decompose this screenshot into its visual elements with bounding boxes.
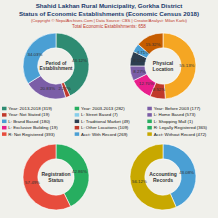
legend-item: Year: 2013-2018 (319): [2, 106, 53, 111]
data-label: 12.70%: [139, 81, 154, 86]
legend-label: L: Traditional Market (49): [81, 119, 130, 124]
center-label: RegistrationStatus: [41, 171, 70, 183]
legend-label: L: Street Based (7): [81, 112, 118, 117]
data-label: 57.49%: [25, 180, 40, 185]
data-label: 20.83%: [40, 86, 55, 91]
legend-swatch: [2, 107, 7, 111]
legend-label: L: Brand Based (180): [8, 119, 50, 124]
legend-item: Acct: With Record (269): [75, 132, 128, 137]
legend-item: L: Shopping Mall (1): [147, 119, 193, 124]
legend-label: Acct: Without Record (472): [154, 132, 207, 137]
data-label: 43.12%: [72, 58, 87, 63]
subtitle: Total Economic Establishments: 658: [72, 24, 146, 29]
slice: [23, 144, 71, 210]
legend-item: Acct: Without Record (472): [147, 132, 207, 137]
legend-swatch: [75, 107, 80, 111]
legend-swatch: [147, 113, 152, 117]
title: Status of Economic Establishments (Econo…: [19, 10, 199, 17]
donut-chart: 43.12% 2.27%20.83% 34.03% Period ofEstablis…: [23, 33, 89, 99]
legend-item: L: Street Based (7): [75, 112, 119, 117]
legend-item: Year: Before 2003 (177): [147, 106, 201, 111]
donut-chart: 55.13% 8.52%12.70% 8.27% 8.12% 4.71% 15.32% Ph…: [130, 33, 196, 99]
legend-label: L: Other Locations (109): [81, 125, 129, 130]
legend-swatch: [2, 113, 7, 117]
legend-label: L: Exclusive Building (19): [8, 125, 58, 130]
center-label: AccountingRecords: [149, 171, 177, 183]
data-label: 4.71%: [137, 50, 150, 55]
data-label: 8.12%: [133, 58, 146, 63]
data-label: 56.12%: [132, 179, 147, 184]
legend-label: Year: 2003-2013 (282): [81, 106, 125, 111]
background: [0, 0, 218, 218]
legend-swatch: [2, 126, 7, 130]
legend-swatch: [147, 126, 152, 130]
legend-label: Year: 2013-2018 (319): [8, 106, 52, 111]
legend-item: L: Exclusive Building (19): [2, 125, 58, 130]
legend-label: Year: Not Stated (19): [8, 112, 50, 117]
legend-label: Acct: With Record (269): [81, 132, 128, 137]
data-label: 8.52%: [153, 87, 166, 92]
legend-item: L: Other Locations (109): [75, 125, 129, 130]
chart-root: Shahid Lakhan Rural Municipality, Gorkha…: [0, 0, 218, 218]
legend-swatch: [75, 120, 80, 124]
legend-item: L: Home Based (573): [147, 112, 196, 117]
data-label: 42.86%: [72, 169, 87, 174]
legend-item: R: Not Registered (393): [2, 132, 55, 137]
title: Shahid Lakhan Rural Municipality, Gorkha…: [36, 2, 183, 9]
legend-swatch: [75, 132, 80, 136]
slice: [130, 66, 147, 81]
data-label: 8.27%: [133, 69, 146, 74]
legend-item: Year: Not Stated (19): [2, 112, 50, 117]
data-label: 34.03%: [27, 52, 42, 57]
legend-label: L: Shopping Mall (1): [154, 119, 194, 124]
donut-chart: 43.08% 56.12%AccountingRecords: [130, 144, 196, 210]
legend-swatch: [2, 120, 7, 124]
legend-swatch: [75, 126, 80, 130]
legend-label: R: Not Registered (393): [8, 132, 55, 137]
slice: [130, 144, 176, 210]
legend-item: R: Legally Registered (365): [147, 125, 207, 130]
legend-label: R: Legally Registered (365): [154, 125, 208, 130]
subtitle: (Copyright © NepalArchives.Com | Data So…: [31, 18, 188, 23]
data-label: 43.08%: [179, 170, 194, 175]
data-label: 55.13%: [180, 63, 195, 68]
legend-swatch: [147, 132, 152, 136]
data-label: 15.32%: [146, 42, 161, 47]
slice: [23, 33, 56, 84]
legend-label: L: Home Based (573): [154, 112, 196, 117]
data-label: 2.27%: [58, 86, 71, 91]
donut-chart: 42.86% 57.49%RegistrationStatus: [23, 144, 89, 210]
legend-swatch: [147, 120, 152, 124]
legend-swatch: [147, 107, 152, 111]
center-label: Period ofEstablishment: [40, 61, 73, 72]
center-label: PhysicalLocation: [153, 60, 174, 72]
legend-item: L: Brand Based (180): [2, 119, 51, 124]
legend-swatch: [75, 113, 80, 117]
legend: Year: 2013-2018 (319) Year: 2003-2013 (28…: [2, 106, 208, 137]
legend-item: Year: 2003-2013 (282): [75, 106, 126, 111]
legend-item: L: Traditional Market (49): [75, 119, 131, 124]
legend-swatch: [2, 132, 7, 136]
legend-label: Year: Before 2003 (177): [154, 106, 201, 111]
